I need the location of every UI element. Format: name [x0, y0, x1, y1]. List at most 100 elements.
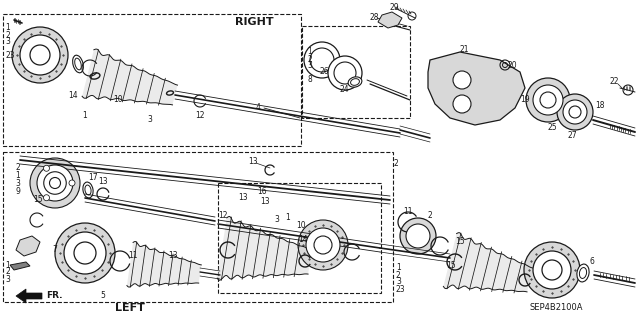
- Text: 2: 2: [5, 268, 10, 277]
- Text: 6: 6: [590, 257, 595, 266]
- Polygon shape: [82, 49, 177, 105]
- Circle shape: [328, 56, 362, 90]
- Text: 7: 7: [52, 246, 57, 255]
- Text: 4: 4: [256, 103, 261, 113]
- Ellipse shape: [348, 77, 362, 87]
- Text: 17: 17: [88, 174, 98, 182]
- Text: 3: 3: [5, 38, 10, 47]
- Text: 11: 11: [128, 250, 138, 259]
- Text: SEP4B2100A: SEP4B2100A: [530, 303, 584, 313]
- Circle shape: [524, 242, 580, 298]
- Text: 2: 2: [427, 211, 432, 219]
- Circle shape: [30, 158, 80, 208]
- Circle shape: [406, 224, 430, 248]
- Text: 1: 1: [307, 48, 312, 56]
- Text: 13: 13: [98, 177, 108, 187]
- Text: 2: 2: [396, 271, 401, 279]
- Circle shape: [44, 195, 49, 201]
- Text: 24: 24: [340, 85, 349, 94]
- Text: 10: 10: [296, 221, 306, 231]
- Polygon shape: [428, 52, 525, 125]
- Text: 3: 3: [274, 216, 279, 225]
- Text: 19: 19: [520, 95, 530, 105]
- Circle shape: [298, 220, 348, 270]
- Text: 1: 1: [5, 261, 10, 270]
- Text: LEFT: LEFT: [115, 303, 145, 313]
- Text: 1: 1: [285, 212, 290, 221]
- Text: 23: 23: [5, 50, 15, 60]
- Ellipse shape: [83, 182, 93, 198]
- Polygon shape: [16, 289, 42, 303]
- Bar: [3, 14, 301, 146]
- Circle shape: [533, 251, 571, 289]
- Circle shape: [557, 94, 593, 130]
- Circle shape: [453, 95, 471, 113]
- Circle shape: [400, 218, 436, 254]
- Circle shape: [533, 85, 563, 115]
- Circle shape: [37, 165, 73, 201]
- Text: 22: 22: [610, 78, 620, 86]
- Circle shape: [12, 27, 68, 83]
- Text: 3: 3: [396, 278, 401, 286]
- Text: 3: 3: [307, 62, 312, 70]
- Text: 14: 14: [298, 235, 308, 244]
- Text: 15: 15: [33, 196, 43, 204]
- Text: 9: 9: [15, 187, 20, 196]
- Bar: [3, 152, 393, 302]
- Text: 2: 2: [393, 159, 397, 167]
- Text: FR.: FR.: [46, 292, 63, 300]
- Text: 3: 3: [5, 275, 10, 284]
- Circle shape: [453, 71, 471, 89]
- Circle shape: [64, 232, 106, 274]
- Text: 15: 15: [446, 261, 456, 270]
- Polygon shape: [378, 12, 402, 28]
- Text: 29: 29: [390, 4, 399, 12]
- Text: 23: 23: [396, 286, 406, 294]
- Polygon shape: [10, 262, 30, 270]
- Polygon shape: [16, 236, 40, 256]
- Text: 13: 13: [248, 158, 258, 167]
- Text: 14: 14: [68, 91, 77, 100]
- Circle shape: [44, 165, 49, 171]
- Text: 5: 5: [100, 292, 105, 300]
- Circle shape: [20, 35, 60, 75]
- Polygon shape: [217, 217, 312, 280]
- Circle shape: [563, 100, 587, 124]
- Text: 28: 28: [370, 13, 380, 23]
- Text: 3: 3: [15, 179, 20, 188]
- Circle shape: [69, 180, 75, 186]
- Text: 20: 20: [508, 61, 518, 70]
- Text: 1: 1: [5, 24, 10, 33]
- Text: 1: 1: [396, 263, 401, 272]
- Text: 25: 25: [548, 123, 557, 132]
- Circle shape: [55, 223, 115, 283]
- Text: 16: 16: [257, 188, 267, 197]
- Text: 8: 8: [307, 76, 312, 85]
- Ellipse shape: [577, 264, 589, 282]
- Text: 26: 26: [320, 68, 330, 77]
- Text: 2: 2: [15, 164, 20, 173]
- Text: 13: 13: [238, 194, 248, 203]
- Text: 21: 21: [460, 46, 470, 55]
- Text: 18: 18: [595, 100, 605, 109]
- Text: 2: 2: [5, 31, 10, 40]
- Text: 12: 12: [218, 211, 227, 219]
- Text: 13: 13: [168, 251, 178, 261]
- Text: 12: 12: [195, 110, 205, 120]
- Text: 27: 27: [568, 130, 578, 139]
- Bar: [218, 183, 381, 293]
- Text: 1: 1: [82, 110, 87, 120]
- Text: RIGHT: RIGHT: [235, 17, 274, 27]
- Ellipse shape: [72, 55, 83, 73]
- Text: 1: 1: [15, 170, 20, 180]
- Text: 13: 13: [260, 197, 269, 206]
- Polygon shape: [127, 241, 202, 287]
- Circle shape: [306, 228, 340, 262]
- Text: 11: 11: [403, 207, 413, 217]
- Circle shape: [304, 42, 340, 78]
- Bar: [302, 26, 410, 118]
- Circle shape: [526, 78, 570, 122]
- Text: 15: 15: [455, 238, 465, 247]
- Text: 2: 2: [307, 55, 312, 63]
- Text: 3: 3: [147, 115, 152, 124]
